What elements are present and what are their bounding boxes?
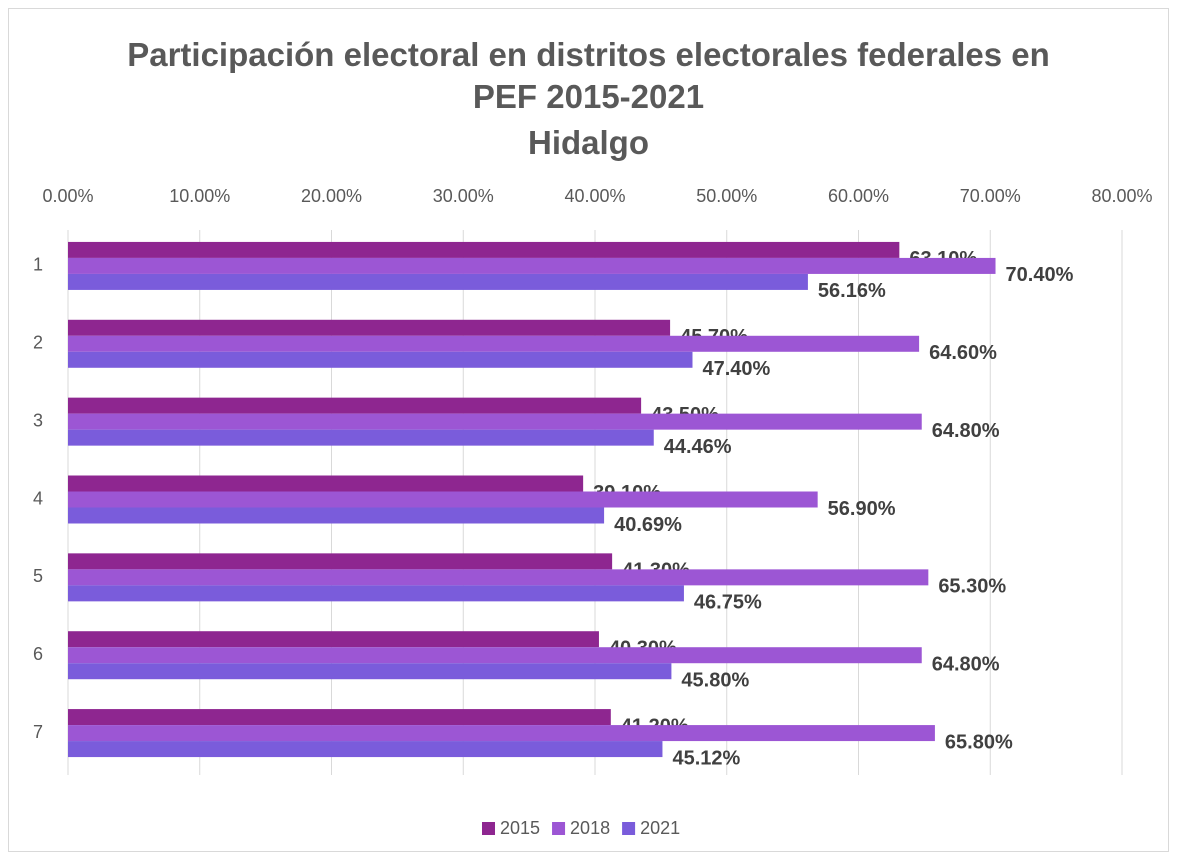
value-label: 64.80% [932, 653, 1000, 675]
bar [68, 741, 663, 758]
bar [68, 569, 929, 586]
value-label: 40.69% [614, 514, 682, 536]
bar [68, 647, 922, 664]
value-label: 65.80% [945, 731, 1013, 753]
bar [68, 397, 642, 414]
value-label: 45.12% [672, 747, 740, 769]
bar [68, 631, 599, 648]
x-tick-label: 80.00% [1091, 186, 1152, 206]
x-tick-label: 40.00% [564, 186, 625, 206]
bar [68, 709, 611, 726]
x-tick-label: 10.00% [169, 186, 230, 206]
y-tick-label: 4 [33, 488, 43, 508]
bar [68, 241, 900, 258]
bar [68, 335, 920, 352]
legend-label: 2015 [500, 818, 540, 838]
y-tick-label: 3 [33, 410, 43, 430]
x-tick-label: 20.00% [301, 186, 362, 206]
chart-subtitle: Hidalgo [528, 124, 649, 161]
chart-title: Participación electoral en distritos ele… [127, 36, 1050, 115]
bar [68, 429, 654, 446]
value-label: 46.75% [694, 592, 762, 614]
value-label: 56.16% [818, 280, 886, 302]
value-label: 64.60% [929, 342, 997, 364]
bar [68, 663, 672, 680]
x-tick-label: 70.00% [960, 186, 1021, 206]
value-label: 65.30% [938, 576, 1006, 598]
bar [68, 475, 584, 492]
x-tick-label: 60.00% [828, 186, 889, 206]
legend-label: 2021 [640, 818, 680, 838]
value-label: 64.80% [932, 420, 1000, 442]
y-tick-label: 7 [33, 722, 43, 742]
y-tick-label: 1 [33, 255, 43, 275]
x-tick-label: 30.00% [433, 186, 494, 206]
legend-swatch [622, 822, 636, 835]
bar [68, 413, 922, 430]
bar [68, 257, 996, 274]
bar [68, 553, 613, 570]
value-label: 44.46% [664, 436, 732, 458]
x-tick-label: 50.00% [696, 186, 757, 206]
value-label: 70.40% [1006, 264, 1074, 286]
y-tick-label: 6 [33, 644, 43, 664]
bar [68, 319, 671, 336]
x-tick-label: 0.00% [42, 186, 93, 206]
chart-border [8, 8, 1169, 852]
value-label: 47.40% [702, 358, 770, 380]
y-tick-label: 2 [33, 333, 43, 353]
bar [68, 273, 808, 290]
bar [68, 725, 935, 742]
value-label: 56.90% [828, 498, 896, 520]
legend-label: 2018 [570, 818, 610, 838]
bar [68, 585, 684, 602]
bar [68, 351, 693, 368]
bar [68, 491, 818, 508]
legend-swatch [482, 822, 495, 835]
legend-swatch [552, 822, 566, 835]
value-label: 45.80% [681, 669, 749, 691]
bar [68, 507, 605, 524]
y-tick-label: 5 [33, 566, 43, 586]
